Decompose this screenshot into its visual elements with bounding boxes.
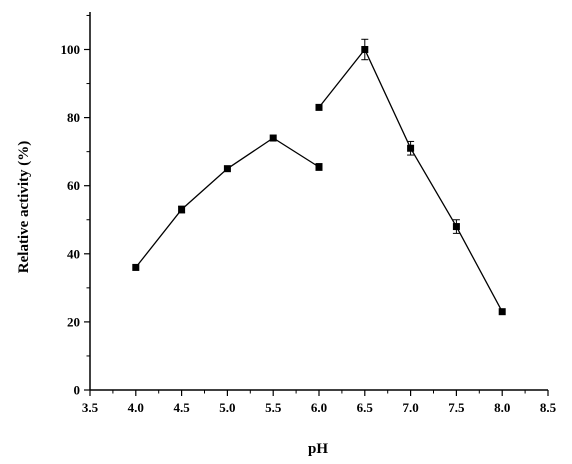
x-tick-label: 6.0 xyxy=(311,400,327,415)
x-tick-label: 4.0 xyxy=(128,400,144,415)
x-tick-label: 7.5 xyxy=(448,400,465,415)
plot-area xyxy=(132,38,506,316)
x-tick-label: 4.5 xyxy=(173,400,190,415)
x-tick-label: 6.5 xyxy=(357,400,374,415)
series-line xyxy=(318,48,503,313)
y-tick-label: 100 xyxy=(61,42,81,57)
data-point xyxy=(407,144,415,152)
y-tick-label: 60 xyxy=(67,178,80,193)
y-tick-label: 20 xyxy=(67,314,80,329)
x-tick-label: 7.0 xyxy=(402,400,418,415)
series-line xyxy=(135,137,320,268)
y-tick-label: 40 xyxy=(67,246,80,261)
data-point xyxy=(269,134,277,142)
data-point xyxy=(132,263,140,271)
x-tick-label: 8.0 xyxy=(494,400,510,415)
y-tick-label: 0 xyxy=(74,383,81,398)
x-tick-label: 5.0 xyxy=(219,400,235,415)
data-point xyxy=(452,223,460,231)
axes: 3.5 4.0 4.5 5.0 5.5 6.0 6.5 7.0 7.5 8.0 8.5 0 20 40 60… xyxy=(61,12,557,415)
x-axis-label: pH xyxy=(308,441,328,457)
y-tick-label: 80 xyxy=(67,110,80,125)
x-tick-label: 3.5 xyxy=(82,400,99,415)
data-point xyxy=(315,103,323,111)
data-point xyxy=(315,163,323,171)
data-point xyxy=(361,46,369,53)
x-tick-label: 8.5 xyxy=(540,400,557,415)
y-axis-label: Relative activity (%) xyxy=(16,141,32,273)
data-point xyxy=(178,206,186,214)
data-point xyxy=(223,165,231,173)
data-point xyxy=(498,308,506,316)
x-tick-label: 5.5 xyxy=(265,400,282,415)
